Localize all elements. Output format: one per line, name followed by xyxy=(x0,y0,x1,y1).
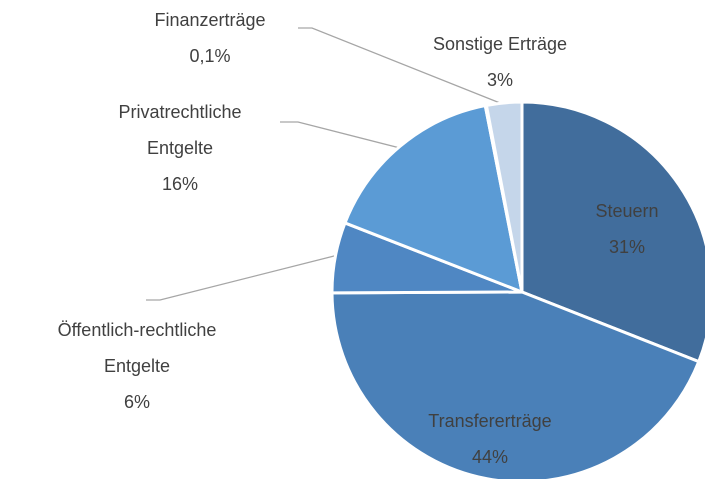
category-label: Transfererträge xyxy=(428,411,552,431)
leader-line xyxy=(280,121,401,149)
leader-line xyxy=(146,254,339,301)
value-label: 16% xyxy=(161,174,199,194)
leader-lines xyxy=(146,27,501,301)
slice-label: Privatrechtliche Entgelte 16% xyxy=(90,94,270,202)
slice-label: Steuern 31% xyxy=(595,193,658,265)
value-label: 0,1% xyxy=(189,46,231,66)
category-label: Öffentlich-rechtliche Entgelte xyxy=(57,320,217,376)
category-label: Sonstige Erträge xyxy=(432,34,568,54)
category-label: Privatrechtliche Entgelte xyxy=(118,102,242,158)
slice-label: Finanzerträge 0,1% xyxy=(154,2,265,74)
slice-label: Öffentlich-rechtliche Entgelte 6% xyxy=(30,312,245,420)
value-label: 31% xyxy=(608,237,646,257)
category-label: Finanzerträge xyxy=(154,10,266,30)
pie-slice xyxy=(520,100,705,364)
value-label: 3% xyxy=(486,70,514,90)
pie-slice xyxy=(484,100,524,294)
slice-label: Sonstige Erträge 3% xyxy=(433,26,567,98)
value-label: 44% xyxy=(471,447,509,467)
slice-label: Transfererträge 44% xyxy=(428,403,551,475)
pie-slice xyxy=(343,104,524,294)
leader-line xyxy=(298,27,501,104)
category-label: Steuern xyxy=(595,201,659,221)
value-label: 6% xyxy=(123,392,150,412)
